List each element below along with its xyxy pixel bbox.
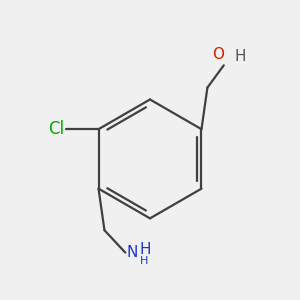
Text: N: N — [127, 245, 138, 260]
Text: H: H — [234, 49, 246, 64]
Text: H: H — [140, 242, 151, 257]
Text: H: H — [140, 256, 148, 266]
Text: O: O — [212, 47, 224, 62]
Text: Cl: Cl — [48, 120, 64, 138]
